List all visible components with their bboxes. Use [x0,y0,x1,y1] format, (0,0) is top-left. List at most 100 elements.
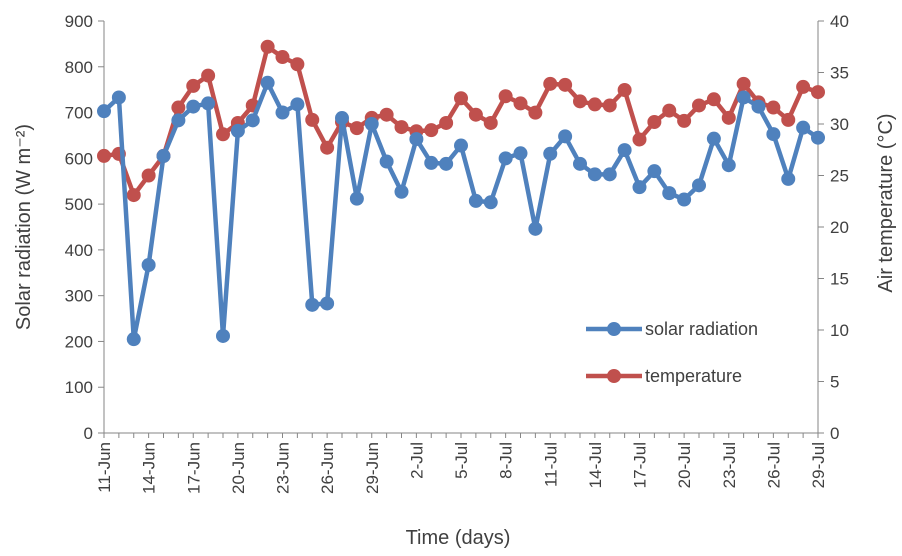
data-point-solar-radiation [632,180,647,195]
data-point-solar-radiation [201,96,216,111]
data-point-solar-radiation [498,151,513,166]
data-point-temperature [126,188,141,203]
data-point-temperature [662,103,677,118]
data-point-temperature [528,105,543,120]
data-point-temperature [736,76,751,91]
data-point-solar-radiation [409,132,424,147]
data-point-temperature [260,39,275,54]
data-point-temperature [97,148,111,163]
y-right-tick-label: 35 [830,64,849,83]
data-point-temperature [186,78,201,93]
x-axis-title: Time (days) [406,527,511,549]
data-point-temperature [320,140,335,155]
y-left-tick-label: 400 [65,241,93,260]
y-left-tick-label: 900 [65,12,93,31]
data-point-temperature [602,98,617,113]
data-point-solar-radiation [349,191,364,206]
data-point-temperature [201,68,216,83]
x-tick-label: 17-Jul [631,442,650,488]
data-point-solar-radiation [468,193,483,208]
data-point-solar-radiation [260,75,275,90]
legend-marker-solar-radiation [607,322,621,336]
legend: solar radiation temperature [586,319,758,386]
data-point-solar-radiation [439,156,454,171]
y-left-tick-label: 700 [65,104,93,123]
y-right-tick-label: 40 [830,12,849,31]
data-point-solar-radiation [379,154,394,169]
data-point-solar-radiation [543,146,558,161]
data-point-temperature [692,98,706,113]
y-left-tick-label: 200 [65,332,93,351]
x-tick-label: 26-Jul [764,442,783,488]
data-point-solar-radiation [751,99,766,114]
x-tick-label: 8-Jul [497,442,516,479]
y-right-tick-label: 0 [830,424,839,443]
data-point-temperature [632,132,647,147]
x-tick-label: 29-Jun [363,442,382,494]
data-point-solar-radiation [111,90,126,105]
data-point-solar-radiation [647,164,662,179]
data-point-solar-radiation [186,99,201,114]
data-point-solar-radiation [602,167,617,182]
x-tick-label: 23-Jul [720,442,739,488]
data-point-solar-radiation [335,111,349,126]
y-axis-left-title: Solar radiation (W m⁻²) [13,124,35,330]
data-point-solar-radiation [216,328,230,343]
x-tick-label: 11-Jun [95,442,114,493]
axes: 0 100 200 300 400 500 600 700 800 900 0 5 10 15 20 25 30… [65,12,849,494]
x-tick-label: 5-Jul [452,442,471,479]
data-point-temperature [454,91,468,106]
data-point-temperature [796,79,811,94]
x-tick-label: 20-Jun [229,442,248,494]
x-tick-label: 17-Jun [184,442,203,494]
data-point-solar-radiation [156,149,171,164]
y-right-tick-label: 5 [830,373,839,392]
data-point-temperature [171,100,186,115]
x-tick-label: 23-Jun [274,442,293,494]
data-point-solar-radiation [736,90,751,105]
data-point-solar-radiation [454,138,468,153]
data-point-temperature [275,50,290,65]
data-point-temperature [498,89,513,104]
y-left-tick-label: 600 [65,149,93,168]
data-point-temperature [424,123,439,138]
data-point-temperature [290,57,305,72]
y-left-tick-label: 300 [65,287,93,306]
x-tick-label: 14-Jun [140,442,159,494]
data-point-temperature [468,107,483,122]
data-point-solar-radiation [290,97,305,112]
data-point-temperature [617,83,632,98]
x-tick-label: 14-Jul [586,442,605,488]
data-point-solar-radiation [97,104,111,119]
data-point-temperature [706,92,721,107]
data-point-temperature [573,94,587,109]
y-left-tick-label: 100 [65,378,93,397]
data-point-solar-radiation [587,167,602,182]
data-point-solar-radiation [141,257,156,272]
data-point-solar-radiation [662,186,677,201]
data-point-temperature [394,120,409,135]
data-point-temperature [141,168,156,183]
data-point-solar-radiation [424,155,439,170]
data-point-solar-radiation [677,192,692,207]
data-point-solar-radiation [275,105,290,120]
data-point-temperature [543,76,558,91]
data-point-temperature [587,97,602,112]
x-tick-label: 2-Jul [407,442,426,479]
data-point-temperature [216,127,230,142]
data-point-temperature [558,77,573,92]
data-point-temperature [379,107,394,122]
y-right-tick-label: 30 [830,115,849,134]
x-tick-label: 26-Jun [318,442,337,494]
legend-label-solar-radiation: solar radiation [645,319,758,339]
data-point-solar-radiation [364,117,379,131]
y-right-tick-label: 25 [830,167,849,186]
data-point-temperature [483,115,498,130]
data-point-solar-radiation [305,297,320,312]
data-point-solar-radiation [245,113,260,128]
data-point-solar-radiation [394,184,409,199]
data-point-solar-radiation [796,120,811,135]
y-right-tick-label: 20 [830,218,849,237]
legend-label-temperature: temperature [645,366,742,386]
y-left-tick-label: 500 [65,195,93,214]
